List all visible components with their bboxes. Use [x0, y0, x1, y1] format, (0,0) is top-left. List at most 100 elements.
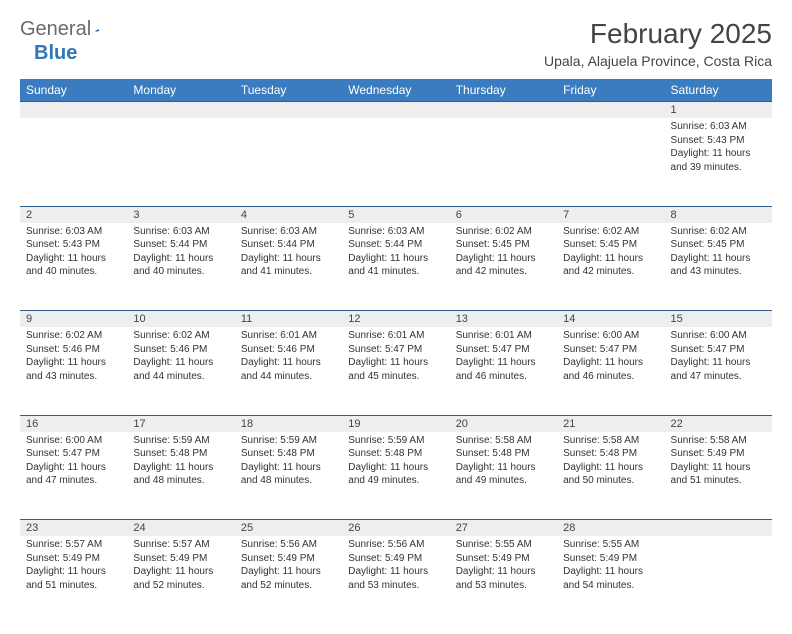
day-cell: Sunrise: 5:58 AMSunset: 5:48 PMDaylight:… [557, 432, 664, 520]
day-cell: Sunrise: 5:59 AMSunset: 5:48 PMDaylight:… [235, 432, 342, 520]
day-cell: Sunrise: 5:58 AMSunset: 5:49 PMDaylight:… [665, 432, 772, 520]
sunset-text: Sunset: 5:49 PM [456, 552, 551, 566]
daylight-text: Daylight: 11 hours and 52 minutes. [133, 565, 228, 592]
sunrise-text: Sunrise: 5:58 AM [671, 434, 766, 448]
day-cell: Sunrise: 6:03 AMSunset: 5:44 PMDaylight:… [127, 223, 234, 311]
day-number-cell: 11 [235, 311, 342, 328]
day-cell: Sunrise: 6:03 AMSunset: 5:44 PMDaylight:… [235, 223, 342, 311]
day-number-cell: 7 [557, 206, 664, 223]
week-row: Sunrise: 6:02 AMSunset: 5:46 PMDaylight:… [20, 327, 772, 415]
day-number-cell [235, 102, 342, 119]
sunset-text: Sunset: 5:47 PM [456, 343, 551, 357]
daylight-text: Daylight: 11 hours and 44 minutes. [133, 356, 228, 383]
day-number-cell: 6 [450, 206, 557, 223]
sunset-text: Sunset: 5:45 PM [671, 238, 766, 252]
day-cell [235, 118, 342, 206]
daylight-text: Daylight: 11 hours and 51 minutes. [26, 565, 121, 592]
sunrise-text: Sunrise: 6:00 AM [563, 329, 658, 343]
day-cell: Sunrise: 6:02 AMSunset: 5:45 PMDaylight:… [665, 223, 772, 311]
day-number-cell: 24 [127, 520, 234, 537]
day-cell: Sunrise: 5:59 AMSunset: 5:48 PMDaylight:… [342, 432, 449, 520]
daynum-row: 9101112131415 [20, 311, 772, 328]
daylight-text: Daylight: 11 hours and 39 minutes. [671, 147, 766, 174]
daylight-text: Daylight: 11 hours and 40 minutes. [133, 252, 228, 279]
day-cell: Sunrise: 6:02 AMSunset: 5:45 PMDaylight:… [557, 223, 664, 311]
daylight-text: Daylight: 11 hours and 48 minutes. [133, 461, 228, 488]
day-number-cell: 28 [557, 520, 664, 537]
sunrise-text: Sunrise: 6:02 AM [133, 329, 228, 343]
daylight-text: Daylight: 11 hours and 47 minutes. [671, 356, 766, 383]
daylight-text: Daylight: 11 hours and 51 minutes. [671, 461, 766, 488]
sunset-text: Sunset: 5:44 PM [348, 238, 443, 252]
daylight-text: Daylight: 11 hours and 54 minutes. [563, 565, 658, 592]
logo-word2: Blue [34, 42, 77, 65]
day-cell: Sunrise: 5:58 AMSunset: 5:48 PMDaylight:… [450, 432, 557, 520]
day-number-cell [450, 102, 557, 119]
day-number-cell: 14 [557, 311, 664, 328]
sunrise-text: Sunrise: 6:01 AM [456, 329, 551, 343]
day-cell [665, 536, 772, 624]
week-row: Sunrise: 6:03 AMSunset: 5:43 PMDaylight:… [20, 118, 772, 206]
sunset-text: Sunset: 5:45 PM [456, 238, 551, 252]
sunset-text: Sunset: 5:48 PM [563, 447, 658, 461]
month-title: February 2025 [544, 18, 772, 50]
day-number-cell: 10 [127, 311, 234, 328]
day-cell [450, 118, 557, 206]
daynum-row: 232425262728 [20, 520, 772, 537]
sunrise-text: Sunrise: 6:00 AM [671, 329, 766, 343]
day-number-cell: 8 [665, 206, 772, 223]
sunrise-text: Sunrise: 5:57 AM [133, 538, 228, 552]
sunset-text: Sunset: 5:49 PM [671, 447, 766, 461]
day-cell [20, 118, 127, 206]
daylight-text: Daylight: 11 hours and 53 minutes. [456, 565, 551, 592]
day-cell [342, 118, 449, 206]
day-number-cell: 17 [127, 415, 234, 432]
sunset-text: Sunset: 5:46 PM [241, 343, 336, 357]
location: Upala, Alajuela Province, Costa Rica [544, 53, 772, 69]
day-cell: Sunrise: 6:03 AMSunset: 5:43 PMDaylight:… [665, 118, 772, 206]
sunrise-text: Sunrise: 6:03 AM [671, 120, 766, 134]
sunrise-text: Sunrise: 5:55 AM [456, 538, 551, 552]
daylight-text: Daylight: 11 hours and 45 minutes. [348, 356, 443, 383]
day-number-cell [342, 102, 449, 119]
weekday-header: Saturday [665, 79, 772, 102]
day-cell: Sunrise: 6:01 AMSunset: 5:47 PMDaylight:… [450, 327, 557, 415]
sunrise-text: Sunrise: 6:02 AM [456, 225, 551, 239]
sunset-text: Sunset: 5:48 PM [456, 447, 551, 461]
sunset-text: Sunset: 5:48 PM [241, 447, 336, 461]
sunset-text: Sunset: 5:47 PM [26, 447, 121, 461]
logo-triangle-icon [95, 22, 99, 38]
sunrise-text: Sunrise: 5:56 AM [348, 538, 443, 552]
day-cell: Sunrise: 6:01 AMSunset: 5:46 PMDaylight:… [235, 327, 342, 415]
daynum-row: 1 [20, 102, 772, 119]
logo: General [20, 18, 121, 41]
day-cell: Sunrise: 6:03 AMSunset: 5:44 PMDaylight:… [342, 223, 449, 311]
day-cell: Sunrise: 5:59 AMSunset: 5:48 PMDaylight:… [127, 432, 234, 520]
day-number-cell: 1 [665, 102, 772, 119]
daynum-row: 16171819202122 [20, 415, 772, 432]
day-number-cell: 15 [665, 311, 772, 328]
day-number-cell: 25 [235, 520, 342, 537]
day-cell: Sunrise: 6:02 AMSunset: 5:45 PMDaylight:… [450, 223, 557, 311]
daylight-text: Daylight: 11 hours and 41 minutes. [241, 252, 336, 279]
day-cell: Sunrise: 6:02 AMSunset: 5:46 PMDaylight:… [20, 327, 127, 415]
daylight-text: Daylight: 11 hours and 43 minutes. [26, 356, 121, 383]
day-number-cell: 13 [450, 311, 557, 328]
daylight-text: Daylight: 11 hours and 42 minutes. [456, 252, 551, 279]
day-cell: Sunrise: 5:57 AMSunset: 5:49 PMDaylight:… [127, 536, 234, 624]
day-number-cell [665, 520, 772, 537]
sunrise-text: Sunrise: 6:00 AM [26, 434, 121, 448]
sunrise-text: Sunrise: 5:59 AM [241, 434, 336, 448]
sunrise-text: Sunrise: 6:03 AM [348, 225, 443, 239]
sunset-text: Sunset: 5:49 PM [241, 552, 336, 566]
daylight-text: Daylight: 11 hours and 53 minutes. [348, 565, 443, 592]
day-cell [557, 118, 664, 206]
sunrise-text: Sunrise: 5:56 AM [241, 538, 336, 552]
day-cell: Sunrise: 5:56 AMSunset: 5:49 PMDaylight:… [235, 536, 342, 624]
sunrise-text: Sunrise: 6:02 AM [563, 225, 658, 239]
day-number-cell: 16 [20, 415, 127, 432]
weekday-header: Tuesday [235, 79, 342, 102]
sunrise-text: Sunrise: 6:03 AM [26, 225, 121, 239]
daylight-text: Daylight: 11 hours and 44 minutes. [241, 356, 336, 383]
day-cell: Sunrise: 6:00 AMSunset: 5:47 PMDaylight:… [20, 432, 127, 520]
